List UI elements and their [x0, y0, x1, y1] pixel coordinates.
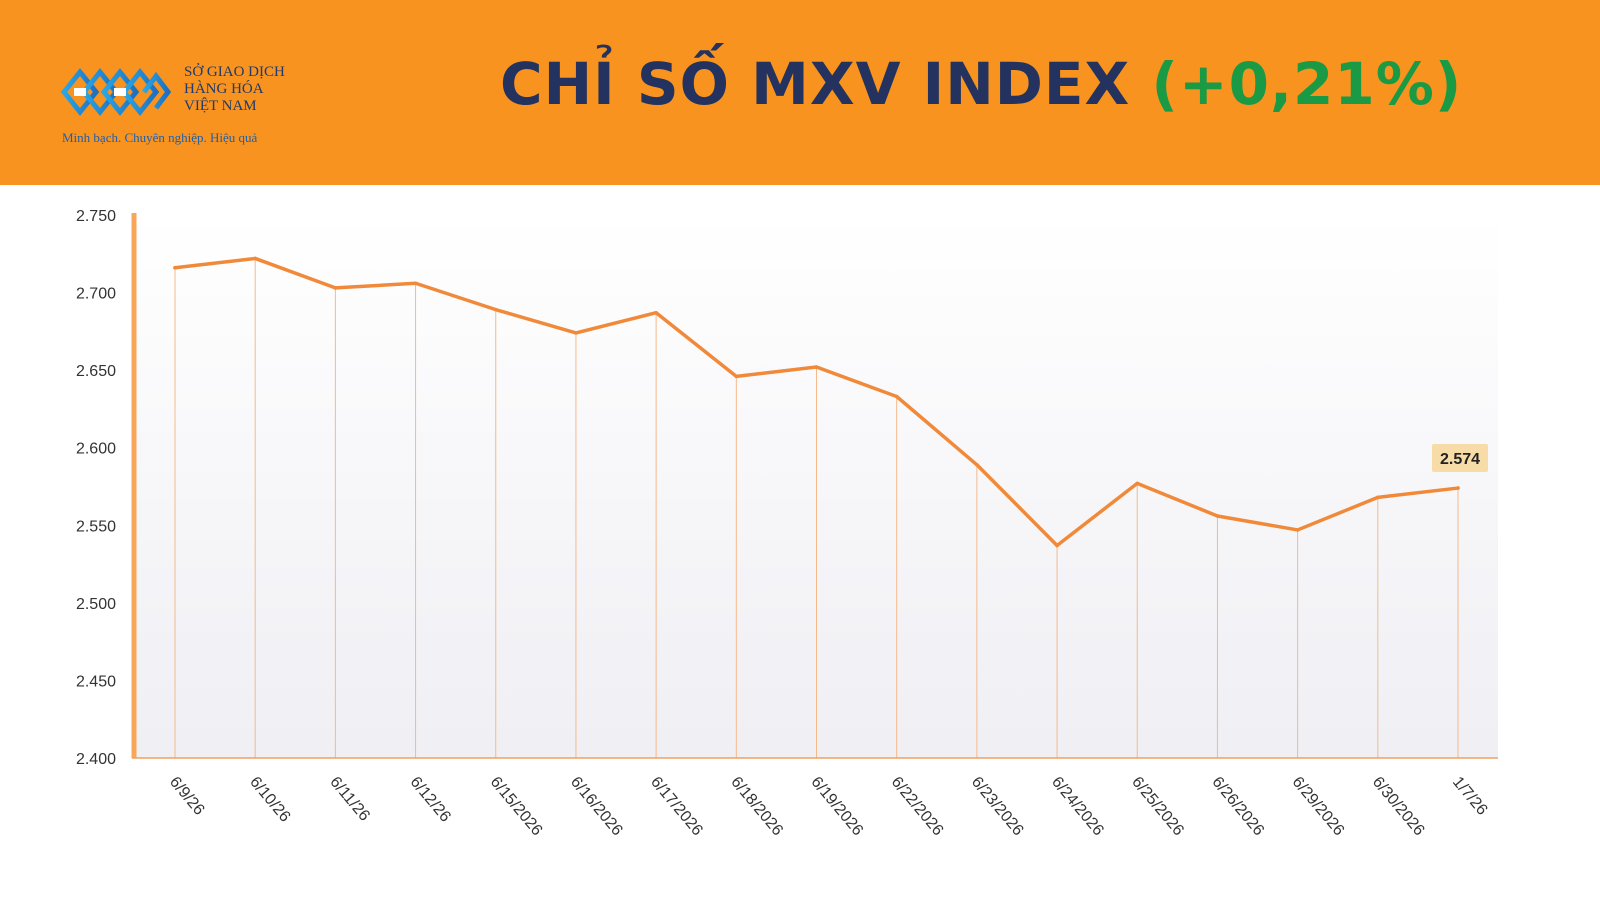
x-tick-label: 6/22/2026	[888, 774, 947, 840]
data-point	[413, 281, 418, 286]
x-tick-label: 6/12/26	[406, 774, 453, 826]
data-point	[734, 374, 739, 379]
x-tick-label: 6/29/2026	[1289, 774, 1348, 840]
page-title: CHỈ SỐ MXV INDEX (+0,21%)	[500, 50, 1462, 118]
x-tick-label: 6/11/26	[326, 774, 373, 825]
data-point	[1135, 481, 1140, 486]
mxv-logo-icon	[60, 67, 172, 117]
data-point	[894, 394, 899, 399]
x-tick-label: 6/19/2026	[807, 774, 866, 840]
data-point	[1295, 528, 1300, 532]
data-point	[1215, 514, 1220, 518]
logo-name-line: VIỆT NAM	[184, 98, 257, 114]
data-point	[333, 286, 338, 290]
y-tick-label: 2.650	[76, 363, 116, 380]
x-tick-label: 6/23/2026	[968, 774, 1027, 840]
logo-slogan: Minh bạch. Chuyên nghiệp. Hiệu quả	[62, 130, 258, 145]
data-point	[654, 310, 658, 315]
last-value-badge	[1432, 444, 1488, 473]
y-tick-label: 2.450	[76, 673, 116, 690]
title-main: CHỈ SỐ MXV INDEX	[500, 50, 1131, 118]
y-tick-label: 2.550	[76, 518, 116, 535]
y-tick-label: 2.700	[76, 286, 116, 303]
data-point	[493, 307, 498, 312]
logo-name-line: SỞ GIAO DỊCH	[184, 64, 285, 80]
logo-name-line: HÀNG HÓA	[184, 81, 264, 97]
data-point	[975, 462, 979, 467]
data-point	[253, 256, 257, 261]
data-point	[1376, 495, 1380, 500]
data-point	[814, 365, 819, 369]
exchange-logo: SỞ GIAO DỊCH HÀNG HÓA VIỆT NAM Minh bạch…	[60, 58, 310, 153]
data-point	[1456, 486, 1460, 490]
title-change: (+0,21%)	[1151, 50, 1463, 118]
data-point	[173, 265, 177, 270]
x-tick-label: 1/7/26	[1449, 774, 1491, 819]
data-point	[574, 331, 578, 335]
data-point	[1055, 543, 1059, 548]
y-tick-label: 2.600	[76, 441, 116, 458]
chart-area: 2.400 2.450 2.500 2.550 2.600 2.650 2.700 2.750…	[0, 185, 1600, 900]
x-tick-label: 6/16/2026	[567, 774, 626, 840]
x-tick-label: 6/24/2026	[1048, 774, 1107, 840]
last-value-label: 2.574	[1440, 451, 1480, 468]
x-tick-label: 6/26/2026	[1208, 774, 1267, 840]
x-tick-label: 6/30/2026	[1369, 774, 1428, 840]
x-tick-label: 6/18/2026	[727, 774, 786, 840]
x-tick-label: 6/15/2026	[487, 774, 546, 840]
line-chart: 2.400 2.450 2.500 2.550 2.600 2.650 2.700 2.750…	[76, 208, 1498, 840]
x-tick-label: 6/25/2026	[1128, 774, 1187, 840]
logo-name: SỞ GIAO DỊCH HÀNG HÓA VIỆT NAM	[184, 64, 285, 115]
y-tick-label: 2.400	[76, 751, 116, 768]
y-tick-label: 2.750	[76, 208, 116, 225]
x-tick-label: 6/17/2026	[647, 774, 706, 840]
y-tick-label: 2.500	[76, 596, 116, 613]
x-tick-label: 6/10/26	[246, 774, 293, 826]
header-banner: SỞ GIAO DỊCH HÀNG HÓA VIỆT NAM Minh bạch…	[0, 0, 1600, 185]
x-tick-label: 6/9/26	[166, 774, 208, 819]
